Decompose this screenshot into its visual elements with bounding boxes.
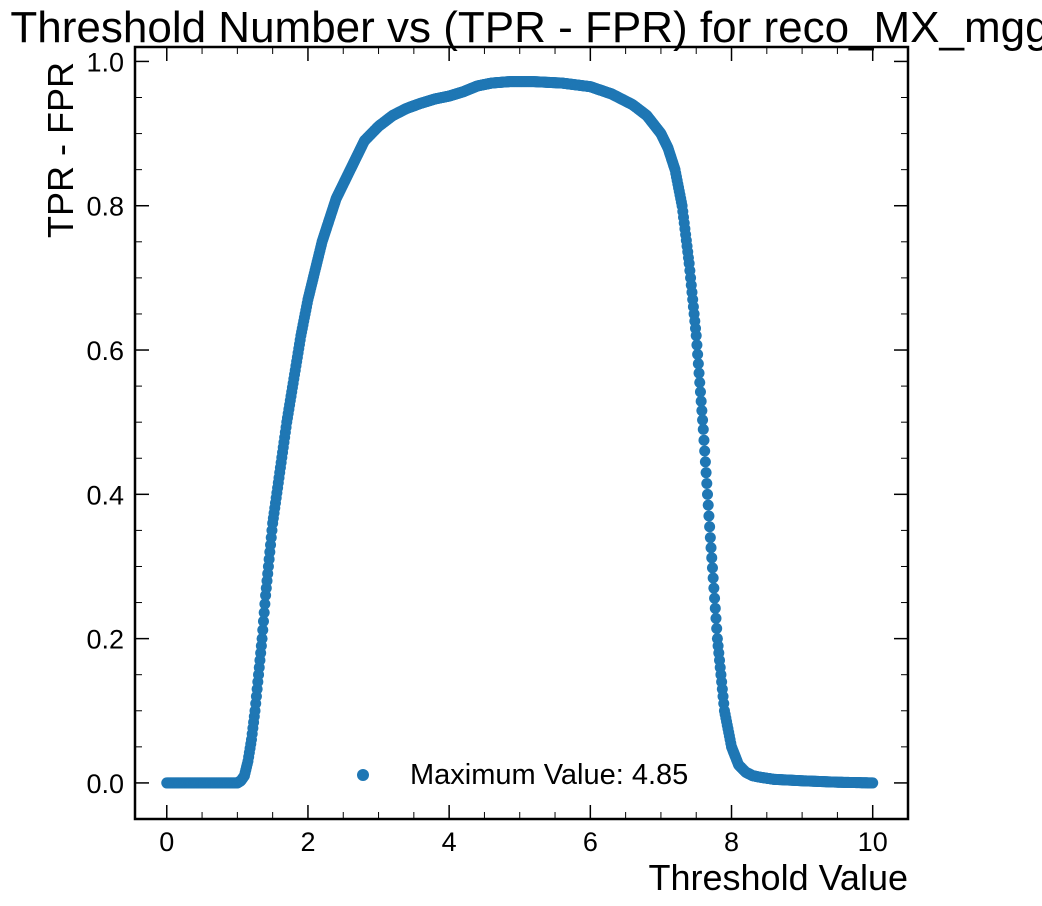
- x-tick-label: 6: [583, 827, 598, 857]
- x-axis-label: Threshold Value: [649, 857, 909, 898]
- x-tick-label: 8: [724, 827, 739, 857]
- points-layer: [161, 76, 879, 789]
- data-point: [693, 367, 705, 379]
- data-point: [695, 395, 707, 407]
- ticks-layer: 0 2 4 6 8 10 0.0 0.2 0.4 0.6 0.8 1.0: [86, 47, 909, 857]
- data-point: [697, 414, 709, 426]
- data-point: [702, 499, 714, 511]
- data-point: [691, 339, 703, 351]
- data-point: [700, 467, 712, 479]
- x-tick-label: 2: [300, 827, 315, 857]
- data-point: [706, 552, 718, 564]
- data-point: [257, 624, 269, 636]
- legend: Maximum Value: 4.85: [357, 759, 688, 791]
- y-tick-label: 1.0: [86, 47, 124, 77]
- data-point: [698, 434, 710, 446]
- plot-frame: [133, 45, 910, 821]
- data-point: [708, 582, 720, 594]
- x-tick-label: 0: [159, 827, 174, 857]
- data-point: [707, 572, 719, 584]
- y-tick-label: 0.6: [86, 336, 124, 366]
- data-point: [692, 358, 704, 370]
- data-point: [697, 423, 709, 435]
- data-point: [696, 405, 708, 417]
- data-point: [259, 598, 271, 610]
- data-point: [710, 612, 722, 624]
- x-tick-label: 10: [858, 827, 888, 857]
- data-point: [703, 510, 715, 522]
- legend-label: Maximum Value: 4.85: [410, 759, 688, 791]
- data-point: [711, 623, 723, 635]
- data-point: [692, 348, 704, 360]
- data-point: [701, 478, 713, 489]
- y-axis-label: TPR - FPR: [40, 62, 81, 238]
- data-point: [256, 633, 268, 645]
- data-point: [702, 488, 714, 500]
- chart-title: Threshold Number vs (TPR - FPR) for reco…: [10, 3, 1042, 52]
- data-point: [694, 377, 706, 388]
- data-point: [258, 607, 270, 619]
- data-point: [709, 592, 721, 604]
- data-point: [257, 615, 269, 627]
- legend-marker: [357, 769, 369, 781]
- y-tick-label: 0.4: [86, 480, 124, 510]
- data-point: [699, 456, 711, 468]
- data-point: [694, 386, 706, 398]
- y-tick-label: 0.8: [86, 192, 124, 222]
- data-point: [699, 445, 711, 457]
- y-tick-label: 0.0: [86, 769, 124, 799]
- data-point: [709, 602, 721, 614]
- y-tick-label: 0.2: [86, 625, 124, 655]
- x-tick-label: 4: [442, 827, 457, 857]
- data-point: [690, 330, 702, 342]
- data-point: [867, 777, 879, 789]
- data-point: [705, 542, 717, 554]
- data-point: [706, 562, 718, 574]
- data-point: [704, 521, 716, 533]
- data-point: [704, 532, 716, 544]
